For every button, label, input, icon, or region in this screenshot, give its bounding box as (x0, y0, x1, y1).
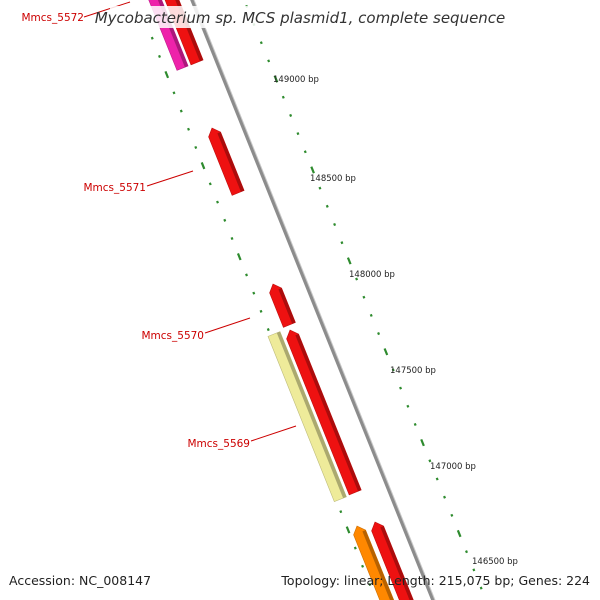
major-tick (273, 75, 279, 83)
minor-tick (355, 277, 359, 281)
minor-tick (339, 510, 343, 514)
minor-tick (399, 386, 403, 390)
minor-tick (465, 550, 468, 554)
bp-label-146500: 146500 bp (472, 557, 518, 567)
major-tick (236, 253, 242, 261)
accession-text: Accession: NC_008147 (9, 573, 152, 588)
gene-label-mmcs-5572[interactable]: Mmcs_5572 (21, 12, 84, 24)
sequence-backbone (190, 0, 435, 600)
major-tick (456, 529, 462, 538)
bp-scale: 149000 bp 148500 bp 148000 bp 147500 bp … (273, 75, 518, 567)
minor-tick (472, 568, 476, 572)
minor-tick (158, 54, 161, 58)
minor-tick (318, 186, 322, 190)
minor-tick (479, 586, 483, 590)
gene-label-group-5570: Mmcs_5570 (141, 317, 251, 342)
minor-tick (361, 564, 365, 568)
minor-tick (230, 236, 234, 241)
gene-label-leader (250, 425, 297, 442)
gene-label-group-5569: Mmcs_5569 (187, 425, 297, 450)
minor-tick (368, 582, 372, 587)
minor-tick (333, 222, 337, 227)
minor-tick (428, 459, 432, 463)
gene-label-mmcs-5571[interactable]: Mmcs_5571 (83, 182, 146, 194)
major-tick (346, 257, 352, 265)
gene-label-leader (204, 317, 251, 334)
gene-arrow-shadow (278, 288, 296, 324)
sequence-summary: Topology: linear; Length: 215,075 bp; Ge… (281, 573, 590, 588)
outer-tick-dots (245, 4, 483, 590)
gene-label-leader (83, 1, 131, 18)
bp-label-148000: 148000 bp (349, 270, 395, 280)
major-tick (164, 70, 170, 79)
minor-tick (340, 241, 344, 245)
minor-tick (179, 109, 183, 113)
minor-tick (353, 546, 357, 550)
minor-tick (150, 36, 154, 40)
major-tick (420, 438, 425, 447)
minor-tick (296, 132, 300, 136)
gene-label-group-5572: Mmcs_5572 (21, 1, 131, 24)
minor-tick (450, 513, 454, 517)
minor-tick (391, 368, 395, 372)
gene-label-mmcs-5570[interactable]: Mmcs_5570 (141, 330, 204, 342)
bp-label-148500: 148500 bp (310, 174, 356, 184)
minor-tick (187, 127, 190, 131)
minor-tick (172, 91, 176, 95)
minor-tick (406, 404, 410, 408)
major-tick (383, 348, 389, 356)
minor-tick (369, 313, 373, 317)
gene-label-leader (146, 170, 194, 187)
map-title: Mycobacterium sp. MCS plasmid1, complete… (95, 9, 506, 27)
minor-tick (223, 218, 227, 222)
gene-arrow[interactable] (286, 329, 362, 496)
gene-arrow-shadow (380, 526, 414, 600)
bp-label-147000: 147000 bp (430, 462, 476, 472)
gene-arrow[interactable] (267, 331, 347, 502)
title-backdrop (110, 6, 490, 28)
minor-tick (443, 495, 446, 499)
major-tick (310, 166, 315, 174)
minor-tick (266, 328, 270, 332)
minor-tick (413, 422, 417, 426)
bp-label-147500: 147500 bp (390, 366, 436, 376)
minor-tick (245, 273, 248, 277)
major-tick (345, 526, 351, 534)
minor-tick (259, 41, 263, 45)
gene-arrow-shadow (295, 334, 362, 492)
gene-label-mmcs-5569[interactable]: Mmcs_5569 (187, 438, 250, 450)
minor-tick (267, 59, 271, 63)
minor-tick (259, 309, 263, 313)
gene-features (148, 0, 414, 600)
minor-tick (325, 204, 329, 208)
minor-tick (216, 200, 219, 204)
gene-arrow-shadow (362, 530, 394, 600)
minor-tick (303, 150, 307, 154)
gene-arrow-shadow (217, 132, 245, 192)
gene-arrow-shadow (276, 331, 347, 499)
minor-tick (194, 145, 198, 149)
bp-label-149000: 149000 bp (273, 75, 319, 85)
minor-tick (281, 95, 285, 99)
minor-tick (208, 182, 212, 186)
minor-tick (435, 477, 439, 481)
minor-tick (289, 113, 293, 117)
major-tick (200, 162, 206, 170)
minor-tick (252, 291, 256, 295)
sequence-backbone-highlight (193, 0, 436, 600)
minor-tick (377, 332, 381, 336)
gene-label-group-5571: Mmcs_5571 (83, 170, 194, 194)
minor-tick (362, 295, 366, 299)
